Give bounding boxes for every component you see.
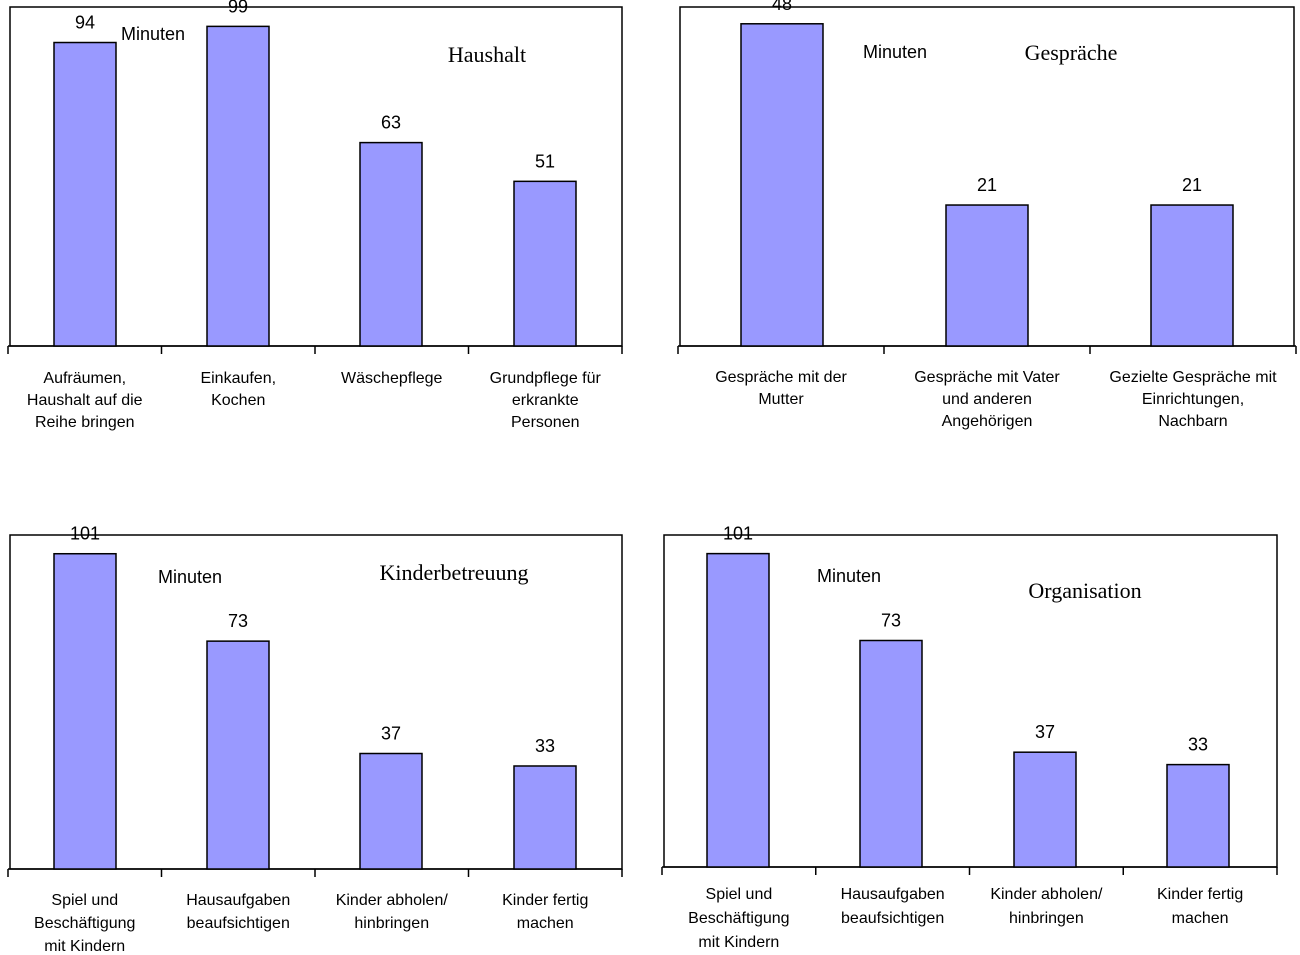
bar [1166, 763, 1230, 868]
category-label: Grundpflege für erkrankte Personen [490, 370, 602, 431]
unit-label: Minuten [863, 42, 927, 62]
unit-label: Minuten [121, 24, 185, 44]
data-label: 33 [1188, 735, 1208, 755]
data-label: 94 [75, 13, 95, 33]
category-label: Gespräche mit Vater und anderen Angehörige… [914, 369, 1060, 430]
category-label: Gezielte Gespräche mit Einrichtungen, Nach… [1109, 369, 1277, 430]
data-label: 73 [881, 610, 901, 630]
data-label: 48 [772, 0, 792, 14]
data-label: 63 [381, 113, 401, 133]
chart-title: Gespräche [1025, 40, 1118, 65]
category-label: Spiel und Beschäftigung mit Kindern [688, 886, 789, 951]
bar [859, 639, 923, 868]
bar [359, 141, 423, 347]
bar [513, 180, 577, 347]
bar [206, 640, 270, 870]
category-label: Kinder abholen/hinbringen [990, 886, 1103, 927]
data-label: 101 [70, 524, 100, 544]
data-label: 37 [1035, 722, 1055, 742]
chart-panel-2: 48 Gespräche mit der Mutter 21 Gespräche mit… [677, 0, 1297, 430]
category-label: Kinder fertig machen [1157, 886, 1243, 927]
chart-panel-3: 101 Spiel und Beschäftigung mit Kindern 73 Ha… [7, 524, 623, 955]
data-label: 33 [535, 736, 555, 756]
category-label: Kinder fertig machen [502, 892, 588, 932]
data-label: 73 [228, 611, 248, 631]
data-label: 37 [381, 724, 401, 744]
category-label: Einkaufen, Kochen [200, 370, 276, 409]
category-label: Hausaufgaben beaufsichtigen [186, 892, 290, 932]
chart-title: Organisation [1028, 578, 1141, 603]
data-label: 101 [723, 524, 753, 544]
bar [945, 204, 1029, 347]
bar [513, 765, 577, 870]
data-label: 51 [535, 151, 555, 171]
category-label: Hausaufgaben beaufsichtigen [841, 886, 945, 927]
bar [53, 552, 117, 870]
unit-label: Minuten [817, 566, 881, 586]
bar [1150, 204, 1234, 347]
category-label: Aufräumen, Haushalt auf die Reihe bringen [27, 370, 143, 431]
bar [740, 23, 824, 347]
category-label: Wäschepflege [341, 370, 442, 387]
chart-panel-4: 101 Spiel und Beschäftigung mit Kindern 73 Ha… [661, 524, 1278, 951]
data-label: 21 [1182, 175, 1202, 195]
bar [706, 552, 770, 868]
unit-label: Minuten [158, 567, 222, 587]
chart-title: Kinderbetreuung [379, 560, 528, 585]
chart-panel-1: 94 Aufräumen, Haushalt auf die Reihe bringe… [7, 0, 623, 431]
bar [53, 41, 117, 347]
category-label: Gespräche mit der Mutter [715, 369, 847, 408]
category-label: Spiel und Beschäftigung mit Kindern [34, 892, 135, 955]
data-label: 99 [228, 0, 248, 16]
category-label: Kinder abholen/hinbringen [336, 892, 449, 932]
bar [1013, 751, 1077, 868]
bar [206, 25, 270, 347]
data-label: 21 [977, 175, 997, 195]
chart-title: Haushalt [448, 42, 526, 67]
bar [359, 752, 423, 870]
